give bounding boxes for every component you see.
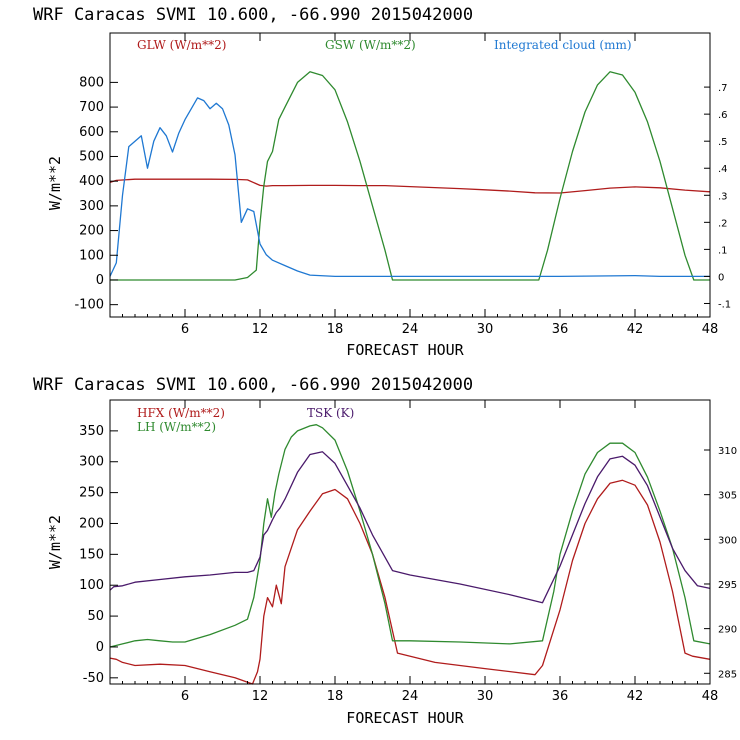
y2-tick-label: 290 (718, 625, 737, 636)
y2-tick-label: 300 (718, 535, 737, 546)
x-tick-label: 42 (627, 322, 644, 337)
chart-panel-fluxes: WRF Caracas SVMI 10.600, -66.990 2015042… (33, 375, 737, 727)
legend-entry-hfx: HFX (W/m**2) (137, 406, 225, 420)
legend-entry-cloud: Integrated cloud (mm) (494, 38, 632, 52)
y-tick-label: 100 (79, 578, 104, 593)
y2-tick-label: .7 (718, 83, 728, 94)
y-tick-label: 500 (79, 149, 104, 164)
legend: GLW (W/m**2) GSW (W/m**2) Integrated clo… (137, 38, 632, 52)
chart-title: WRF Caracas SVMI 10.600, -66.990 2015042… (33, 5, 473, 25)
x-tick-label: 30 (477, 322, 494, 337)
plot-frame (109, 32, 711, 318)
legend-entry-glw: GLW (W/m**2) (137, 38, 226, 52)
x-tick-label: 18 (327, 689, 344, 704)
y-tick-label: 350 (79, 424, 104, 439)
y-axis-label: W/m**2 (46, 515, 64, 569)
y-tick-label: 0 (96, 273, 104, 288)
y2-tick-label: 285 (718, 669, 737, 680)
y2-tick-label: .4 (718, 164, 728, 175)
y-axis-label: W/m**2 (46, 156, 64, 210)
x-tick-label: 6 (181, 322, 189, 337)
y2-tick-label: .5 (718, 137, 728, 148)
x-tick-label: 36 (552, 322, 569, 337)
x-tick-label: 42 (627, 689, 644, 704)
x-tick-label: 48 (702, 322, 719, 337)
x-tick-label: 30 (477, 689, 494, 704)
y-tick-label: 300 (79, 455, 104, 470)
chart-title: WRF Caracas SVMI 10.600, -66.990 2015042… (33, 375, 473, 395)
x-axis-label: FORECAST HOUR (346, 341, 464, 359)
y-tick-label: 200 (79, 224, 104, 239)
y-tick-label: 800 (79, 75, 104, 90)
series-line-hfx (109, 479, 711, 685)
legend-entry-gsw: GSW (W/m**2) (325, 38, 416, 52)
y-tick-label: 0 (96, 640, 104, 655)
y2-tick-label: .2 (718, 218, 728, 229)
y-tick-label: -100 (74, 298, 104, 313)
y-tick-label: 600 (79, 125, 104, 140)
y2-tick-label: .6 (718, 110, 728, 121)
y-tick-label: 150 (79, 547, 104, 562)
x-tick-label: 12 (252, 322, 269, 337)
legend-entry-lh: LH (W/m**2) (137, 420, 216, 434)
y2-tick-label: 305 (718, 491, 737, 502)
chart-panel-radiation: WRF Caracas SVMI 10.600, -66.990 2015042… (33, 5, 731, 359)
legend-entry-tsk: TSK (K) (307, 406, 354, 420)
y-tick-label: -50 (83, 671, 104, 686)
y-tick-label: 100 (79, 248, 104, 263)
x-tick-label: 18 (327, 322, 344, 337)
x-tick-label: 24 (402, 689, 419, 704)
series-line-glw (109, 178, 711, 194)
series-line-gsw (110, 71, 710, 281)
y-tick-label: 300 (79, 199, 104, 214)
y-tick-label: 200 (79, 516, 104, 531)
y-tick-label: 50 (87, 609, 104, 624)
legend: HFX (W/m**2) LH (W/m**2) TSK (K) (137, 406, 354, 434)
x-axis-label: FORECAST HOUR (346, 709, 464, 727)
y-tick-label: 400 (79, 174, 104, 189)
y2-tick-label: 295 (718, 580, 737, 591)
y2-tick-label: .1 (718, 245, 728, 256)
series-line-tsk (109, 451, 711, 604)
y2-tick-label: 0 (718, 272, 724, 283)
y2-tick-label: -.1 (718, 299, 731, 310)
y-tick-label: 700 (79, 100, 104, 115)
x-tick-label: 12 (252, 689, 269, 704)
x-tick-label: 24 (402, 322, 419, 337)
y2-tick-label: 310 (718, 446, 737, 457)
y2-tick-label: .3 (718, 191, 728, 202)
x-tick-label: 36 (552, 689, 569, 704)
x-tick-label: 48 (702, 689, 719, 704)
series-line-integrated (109, 97, 710, 278)
series-line-lh (109, 424, 711, 648)
x-tick-label: 6 (181, 689, 189, 704)
y-tick-label: 250 (79, 486, 104, 501)
